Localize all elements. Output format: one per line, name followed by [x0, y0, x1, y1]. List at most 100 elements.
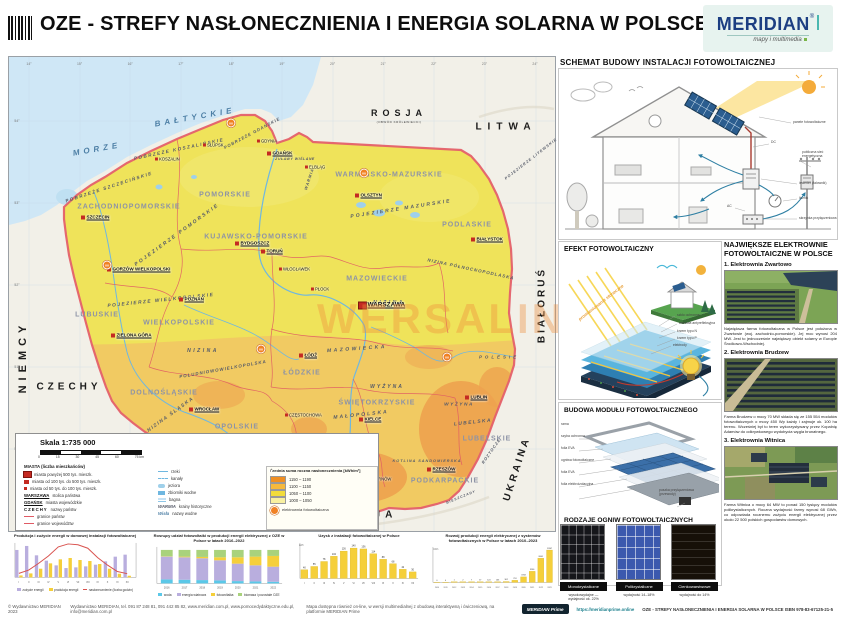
map-label-country: BIAŁORUŚ	[536, 266, 548, 344]
svg-text:2012: 2012	[452, 587, 456, 589]
diagram-label: ogniwa fotowoltaiczne	[561, 458, 595, 463]
legend-row: GDAŃSK miasta wojewódzkie	[24, 499, 152, 506]
map-label-country: NIEMCY	[17, 320, 29, 394]
pv-plant-marker	[442, 352, 452, 362]
svg-text:2020: 2020	[235, 586, 241, 590]
rodzaje-title: RODZAJE OGNIW FOTOWOLTAICZNYCH	[564, 517, 693, 524]
insolation-class-row: 1000 – 1050	[270, 496, 374, 504]
map-label-voiv: DOLNOŚLĄSKIE	[130, 389, 198, 397]
city-voi: ŁÓDŹ	[299, 353, 317, 358]
map-legend: Skala 1:735 000 0 15 30 45 60 75 km MIASTA (l…	[15, 433, 379, 531]
svg-text:40: 40	[303, 566, 306, 569]
svg-text:2017: 2017	[182, 586, 188, 590]
svg-text:VI: VI	[67, 581, 70, 583]
footer-isbn: OZE - STREFY NASŁONECZNIENIA I ENERGIA S…	[642, 606, 833, 612]
svg-text:VIII: VIII	[372, 582, 376, 584]
map-label-voiv: WIELKOPOLSKIE	[143, 319, 215, 327]
map-label-voiv: LUBUSKIE	[75, 311, 119, 319]
map-label-voiv: ZACHODNIOPOMORSKIE	[77, 203, 181, 211]
legend-label: zbiorniki wodne	[168, 490, 197, 495]
map-label-region: BIESZCZADY	[445, 489, 477, 505]
pv-plant-photo-zwartowo	[724, 270, 838, 325]
svg-text:11547: 11547	[547, 548, 552, 550]
pv-plant-heading: 2. Elektrownia Brudzew	[724, 350, 789, 357]
city-voi: GDAŃSK	[267, 151, 292, 156]
diagram-label: szkło ochronne	[677, 313, 700, 318]
map-label-region: WARMIA	[303, 167, 315, 191]
insolation-range: 1150 – 1190	[289, 476, 312, 482]
legend-row: WARMIA krainy historyczne	[158, 503, 258, 510]
diagram-label: folia EVA	[561, 470, 575, 475]
brand-tagline: mapy i multimedia	[753, 36, 802, 43]
chart-legend-item: nasłonecznienie (liczba godzin)	[83, 588, 133, 592]
city-marker	[285, 413, 288, 417]
diagram-label: inwerter (falownik)	[799, 181, 827, 186]
legend-label: miasta wojewódzkie	[45, 500, 83, 505]
map-label-region: WYŻYNA	[370, 384, 404, 390]
barcode-icon	[8, 16, 32, 40]
city-voi: TORUŃ	[261, 249, 283, 254]
legend-row: bagna	[158, 496, 258, 503]
map-label-region: MAZOWIECKA	[326, 343, 388, 355]
svg-text:I: I	[19, 581, 20, 583]
city-marker	[358, 301, 367, 309]
map-label-region: POLESIE	[478, 354, 520, 360]
svg-text:X: X	[107, 581, 109, 583]
city-cit: GDYNIA	[257, 139, 277, 144]
svg-text:2023: 2023	[547, 587, 551, 589]
svg-text:2022: 2022	[539, 587, 543, 589]
scale-bar	[40, 450, 142, 455]
scale-ticks: 0 15 30 45 60 75 km	[38, 455, 144, 459]
map-label-region: LUBELSKA	[453, 418, 493, 428]
legend-label: stolica państwa	[52, 493, 81, 498]
city-label: WROCŁAW	[194, 406, 220, 412]
svg-text:2016: 2016	[164, 586, 170, 590]
legend-row: CZECHY nazwy państw	[24, 506, 152, 513]
pv-cell-caption: wysokowydajne — wydajność ok. 22%	[568, 593, 599, 602]
svg-text:166: 166	[496, 580, 499, 582]
map-label-voiv: OPOLSKIE	[214, 423, 260, 431]
svg-text:7: 7	[471, 580, 472, 582]
registered-mark: ®	[809, 13, 815, 20]
svg-text:VII: VII	[77, 581, 80, 583]
efekt-box: EFEKT FOTOWOLTAICZNY	[558, 241, 722, 400]
map-poland: MORZEBAŁTYCKIENIEMCYCZECHYSŁOWACJAUKRAIN…	[8, 56, 562, 532]
svg-text:II: II	[28, 581, 30, 583]
city-marker	[465, 395, 469, 399]
svg-text:I: I	[304, 582, 305, 584]
graticule-lat-label: 54°	[14, 119, 20, 123]
legend-symbol	[158, 497, 166, 502]
pv-cell-swatch-poly	[615, 524, 661, 580]
graticule-lat-label: 52°	[14, 283, 20, 287]
footer-url[interactable]: https://meridianprime.online	[576, 606, 635, 612]
svg-text:2019: 2019	[217, 586, 223, 590]
pv-plant-caption: Farma Witnica o mocy 64 MW to ponad 150 …	[724, 502, 837, 523]
svg-text:GWh: GWh	[433, 548, 439, 551]
city-marker	[257, 139, 260, 143]
pv-cell-name: Monokrystaliczne	[560, 582, 607, 591]
footer: © Wydawnictwo MERIDIAN 2023 Wydawnictwo …	[0, 604, 841, 614]
graticule-lon-label: 24°	[532, 62, 538, 66]
city-marker	[81, 215, 85, 219]
chart-pv-growth: Rozwój produkcji energii elektrycznej z …	[430, 533, 556, 600]
map-label-region: NIZINA	[187, 348, 219, 354]
schemat-box: panele fotowoltaiczne publiczna sieć ener…	[558, 68, 838, 240]
city-label: GORZÓW WIELKOPOLSKI	[112, 266, 171, 272]
legend-label: granice państw	[37, 514, 65, 519]
legend-symbol	[23, 471, 32, 478]
svg-text:2021: 2021	[253, 586, 259, 590]
svg-text:VIII: VIII	[86, 581, 90, 583]
map-label-region: WYŻYNA	[444, 402, 474, 408]
map-label-region: NIZINA ŚLĄSKA	[146, 396, 196, 434]
svg-text:2: 2	[462, 580, 463, 582]
svg-text:VI: VI	[353, 582, 356, 584]
city-marker	[189, 407, 193, 411]
diagram-label: rama	[561, 422, 569, 427]
pv-plant-marker	[359, 168, 369, 178]
legend-label: nazwy państw	[50, 507, 77, 512]
map-label-country: LITWA	[475, 121, 537, 133]
city-label: POZNAŃ	[184, 296, 204, 302]
legend-row: WARSZAWA stolica państwa	[24, 492, 152, 499]
svg-text:III: III	[323, 582, 325, 584]
svg-text:kWh: kWh	[299, 544, 304, 547]
